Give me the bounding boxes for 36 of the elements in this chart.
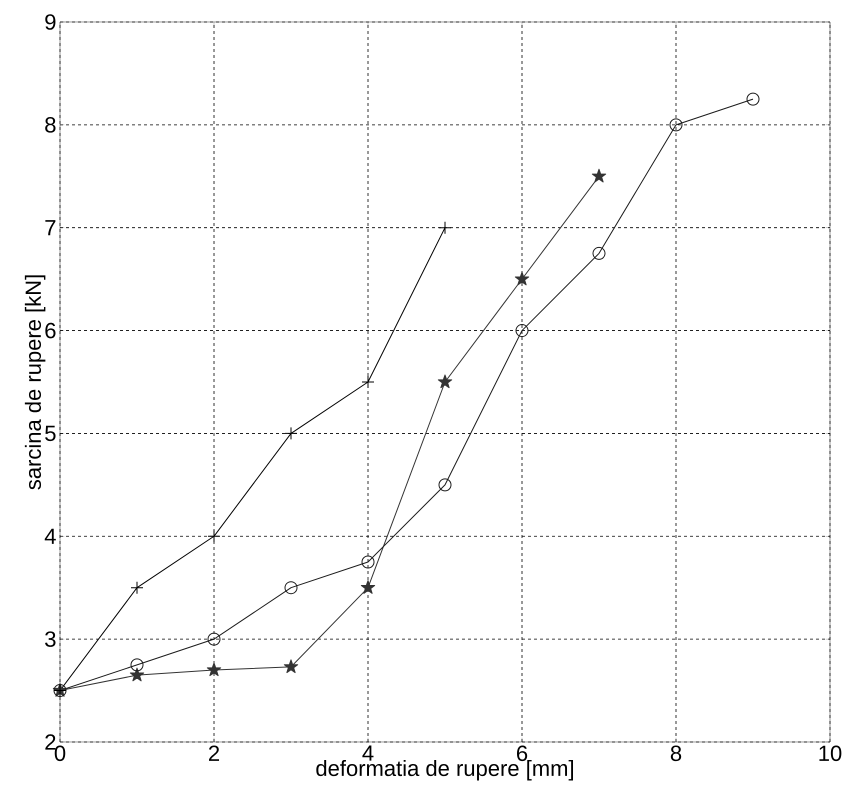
point [514,272,530,286]
point [208,530,221,543]
point [516,324,529,338]
point [746,92,760,106]
point [206,662,222,676]
point [362,375,375,388]
x-tick-label: 6 [517,746,528,762]
y-tick-label: 7 [45,220,56,236]
y-tick-label: 2 [45,734,56,750]
point [438,374,452,388]
x-tick-label: 10 [819,746,842,762]
y-axis-title: sarcina de rupere [kN] [24,275,46,490]
x-tick-label: 4 [362,746,374,761]
x-tick-label: 8 [670,746,682,762]
point [670,118,683,132]
point [438,478,452,492]
point [130,658,144,672]
y-tick-label: 6 [45,322,56,338]
point [130,668,144,682]
point [592,168,606,182]
point [284,659,298,674]
y-tick-label: 3 [45,631,56,647]
point [284,426,298,440]
y-tick-label: 9 [45,14,56,30]
point [130,581,144,594]
y-tick-label: 8 [45,117,56,133]
point [208,632,221,646]
point [592,246,606,260]
point [284,581,298,594]
point [360,580,376,594]
x-tick-label: 0 [54,746,66,762]
y-tick-label: 4 [44,528,56,544]
x-tick-label: 2 [209,746,220,761]
point [438,221,452,234]
y-tick-label: 5 [45,426,56,442]
point [362,555,375,568]
